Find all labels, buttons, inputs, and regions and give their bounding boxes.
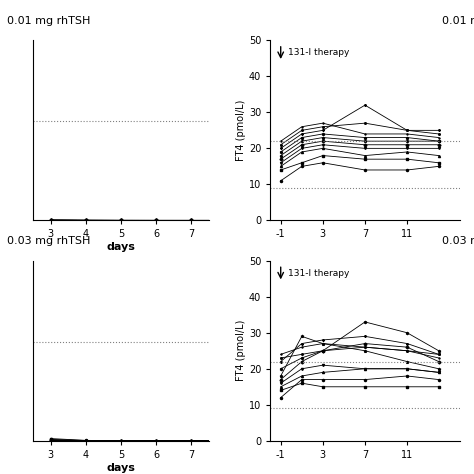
Text: 0.01 mg: 0.01 mg: [442, 16, 474, 26]
Y-axis label: FT4 (pmol/L): FT4 (pmol/L): [236, 320, 246, 382]
Y-axis label: FT4 (pmol/L): FT4 (pmol/L): [236, 100, 246, 161]
Text: 0.01 mg rhTSH: 0.01 mg rhTSH: [7, 16, 90, 26]
Text: 0.03 mg: 0.03 mg: [442, 237, 474, 246]
Text: 131-I therapy: 131-I therapy: [288, 48, 349, 57]
X-axis label: days: days: [107, 463, 135, 473]
Text: 131-I therapy: 131-I therapy: [288, 269, 349, 278]
X-axis label: days: days: [107, 242, 135, 252]
Text: 0.03 mg rhTSH: 0.03 mg rhTSH: [7, 237, 90, 246]
